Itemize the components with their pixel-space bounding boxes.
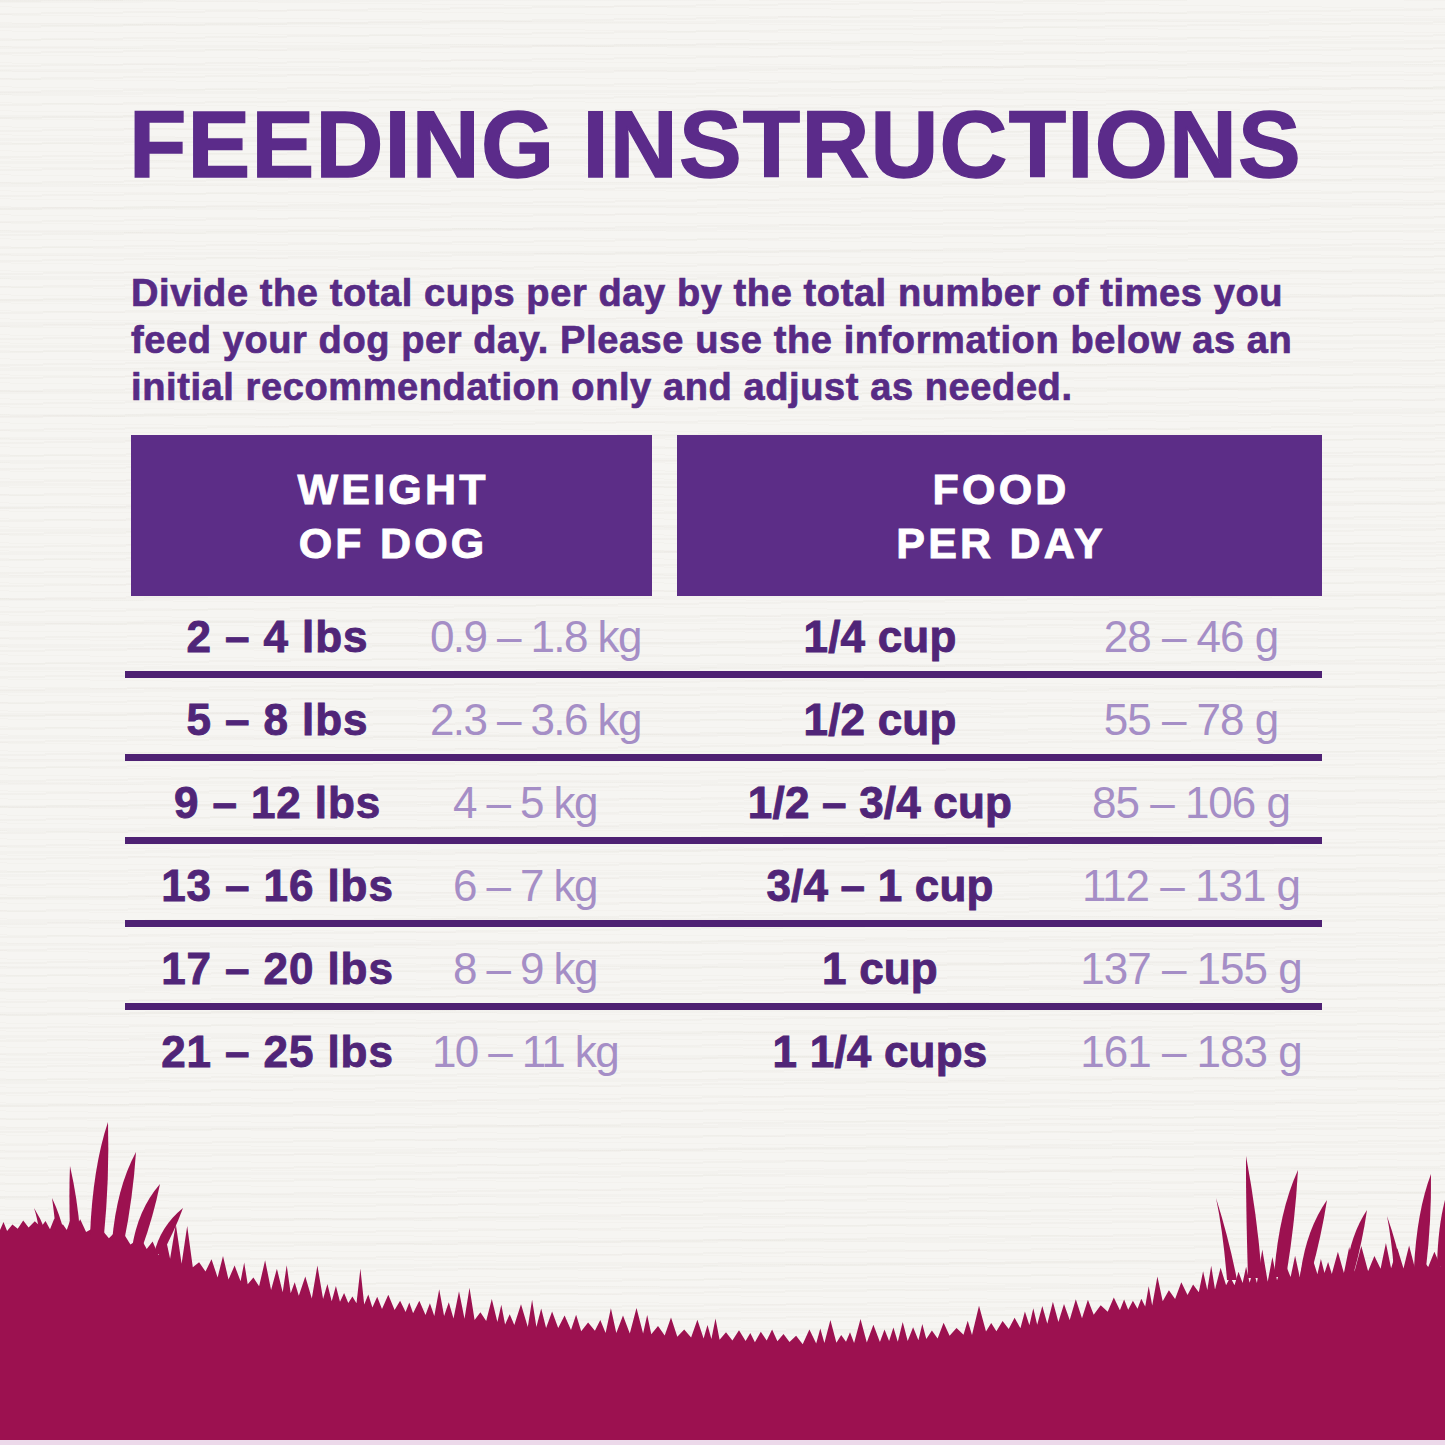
food-grams: 112 – 131 g	[1060, 864, 1322, 908]
weight-kg: 2.3 – 3.6 kg	[430, 698, 620, 742]
food-grams: 28 – 46 g	[1060, 615, 1322, 659]
page-title: FEEDING INSTRUCTIONS	[129, 98, 1302, 192]
weight-lbs: 13 – 16 lbs	[125, 864, 430, 908]
weight-lbs: 5 – 8 lbs	[125, 698, 430, 742]
table-row: 13 – 16 lbs 6 – 7 kg 3/4 – 1 cup 112 – 1…	[125, 844, 1322, 927]
weight-lbs: 2 – 4 lbs	[125, 615, 430, 659]
weight-lbs: 21 – 25 lbs	[125, 1030, 430, 1074]
intro-text: Divide the total cups per day by the tot…	[131, 270, 1292, 411]
food-grams: 161 – 183 g	[1060, 1030, 1322, 1074]
feeding-table: 2 – 4 lbs 0.9 – 1.8 kg 1/4 cup 28 – 46 g…	[125, 595, 1322, 1086]
bottom-edge-strip	[0, 1440, 1445, 1445]
weight-kg: 6 – 7 kg	[430, 864, 620, 908]
food-per-day-header: FOOD PER DAY	[677, 435, 1322, 596]
weight-kg: 8 – 9 kg	[430, 947, 620, 991]
weight-kg: 4 – 5 kg	[430, 781, 620, 825]
weight-kg: 10 – 11 kg	[430, 1030, 620, 1074]
food-grams: 55 – 78 g	[1060, 698, 1322, 742]
table-row: 17 – 20 lbs 8 – 9 kg 1 cup 137 – 155 g	[125, 927, 1322, 1010]
food-header-line-1: FOOD	[929, 462, 1069, 516]
weight-header-line-1: WEIGHT	[294, 462, 488, 516]
food-grams: 137 – 155 g	[1060, 947, 1322, 991]
feeding-instructions-panel: { "title": "FEEDING INSTRUCTIONS", "intr…	[0, 0, 1445, 1445]
table-row: 5 – 8 lbs 2.3 – 3.6 kg 1/2 cup 55 – 78 g	[125, 678, 1322, 761]
weight-of-dog-header: WEIGHT OF DOG	[131, 435, 652, 596]
food-cups: 1/4 cup	[700, 615, 1060, 659]
food-grams: 85 – 106 g	[1060, 781, 1322, 825]
intro-line-2: feed your dog per day. Please use the in…	[131, 317, 1292, 364]
food-cups: 3/4 – 1 cup	[700, 864, 1060, 908]
table-row: 9 – 12 lbs 4 – 5 kg 1/2 – 3/4 cup 85 – 1…	[125, 761, 1322, 844]
food-cups: 1 cup	[700, 947, 1060, 991]
weight-header-line-2: OF DOG	[296, 516, 488, 570]
table-row: 21 – 25 lbs 10 – 11 kg 1 1/4 cups 161 – …	[125, 1010, 1322, 1086]
weight-lbs: 17 – 20 lbs	[125, 947, 430, 991]
grass-silhouette-graphic	[0, 1080, 1445, 1445]
food-cups: 1 1/4 cups	[700, 1030, 1060, 1074]
food-header-line-2: PER DAY	[893, 516, 1106, 570]
intro-line-1: Divide the total cups per day by the tot…	[131, 270, 1292, 317]
food-cups: 1/2 – 3/4 cup	[700, 781, 1060, 825]
weight-kg: 0.9 – 1.8 kg	[430, 615, 620, 659]
food-cups: 1/2 cup	[700, 698, 1060, 742]
table-row: 2 – 4 lbs 0.9 – 1.8 kg 1/4 cup 28 – 46 g	[125, 595, 1322, 678]
intro-line-3: initial recommendation only and adjust a…	[131, 364, 1292, 411]
weight-lbs: 9 – 12 lbs	[125, 781, 430, 825]
